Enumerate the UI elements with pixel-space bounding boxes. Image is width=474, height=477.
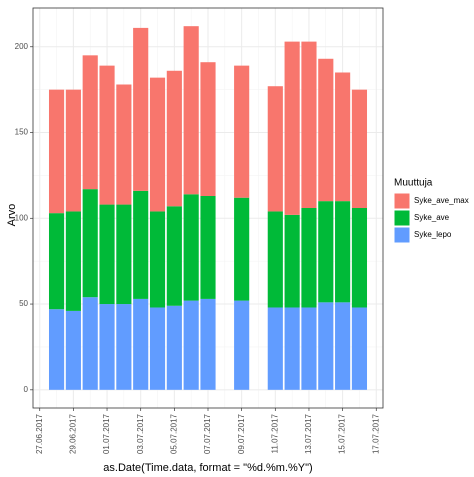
x-axis-title: as.Date(Time.data, format = "%d.%m.%Y") [103,462,312,474]
bar-segment [318,58,334,202]
bar-segment [166,305,182,390]
bar-segment [200,195,216,299]
bar-segment [133,298,149,390]
bar-segment [200,62,216,196]
bar-segment [284,307,300,390]
bar-segment [82,297,98,390]
panel-border [32,7,384,409]
bar-segment [48,89,65,214]
bar-segment [48,309,65,390]
bar-segment [267,211,283,308]
legend-key [393,226,411,244]
bar-segment [284,41,300,215]
x-tick-label: 03.07.2017 [136,413,145,454]
x-tick-label: 13.07.2017 [304,413,313,454]
x-tick-label: 07.07.2017 [203,413,212,454]
legend-label: Syke_ave [414,213,450,222]
bar-segment [183,194,199,301]
legend-title: Muuttuja [394,178,433,189]
y-tick-label: 100 [15,213,29,222]
legend-label: Syke_lepo [414,230,452,239]
bar-segment [116,84,132,205]
bar-segment [65,310,81,390]
bar-segment [351,208,368,308]
bar-segment [116,304,132,390]
bar-segment [99,304,115,390]
y-axis-title: Arvo [6,204,18,227]
bar-segment [351,307,368,390]
x-tick-label: 09.07.2017 [237,413,246,454]
bar-segment [267,86,283,212]
bar-segment [149,77,166,212]
bar-segment [200,298,216,390]
bar-segment [301,307,317,390]
bar-segment [65,89,81,212]
y-tick-label: 200 [15,42,29,51]
x-tick-label: 17.07.2017 [371,413,380,454]
legend-label: Syke_ave_max [414,196,469,205]
bar-segment [284,214,300,308]
bar-segment [335,302,351,390]
bar-segment [234,300,250,390]
bar-segment [166,206,182,306]
bar-segment [149,307,166,390]
bar-segment [133,27,149,191]
bar-segment [183,26,199,195]
bar-segment [149,211,166,308]
x-tick-label: 27.06.2017 [35,413,44,454]
bar-segment [99,65,115,205]
bar-segment [318,302,334,390]
bar-segment [116,204,132,305]
x-tick-label: 11.07.2017 [270,413,279,453]
bar-segment [234,65,250,198]
bar-segment [351,89,368,208]
x-tick-label: 29.06.2017 [68,413,77,454]
bar-segment [133,190,149,299]
y-tick-label: 150 [15,128,29,137]
bar-segment [48,213,65,310]
legend-key [393,192,411,210]
bar-segment [99,204,115,305]
bar-segment [301,208,317,308]
bar-segment [82,189,98,298]
bar-segment [65,211,81,311]
bar-segment [166,70,182,207]
y-tick-label: 50 [19,299,28,308]
bar-segment [301,41,317,209]
x-tick-label: 05.07.2017 [169,413,178,454]
bar-segment [318,201,334,303]
bar-segment [82,55,98,190]
x-tick-label: 15.07.2017 [338,413,347,454]
bar-segment [335,201,351,303]
bar-segment [183,300,199,390]
x-tick-label: 01.07.2017 [102,413,111,454]
y-tick-label: 0 [24,385,29,394]
bar-segment [234,197,250,301]
bar-segment [335,72,351,202]
bar-segment [267,307,283,390]
legend-key [393,209,411,227]
